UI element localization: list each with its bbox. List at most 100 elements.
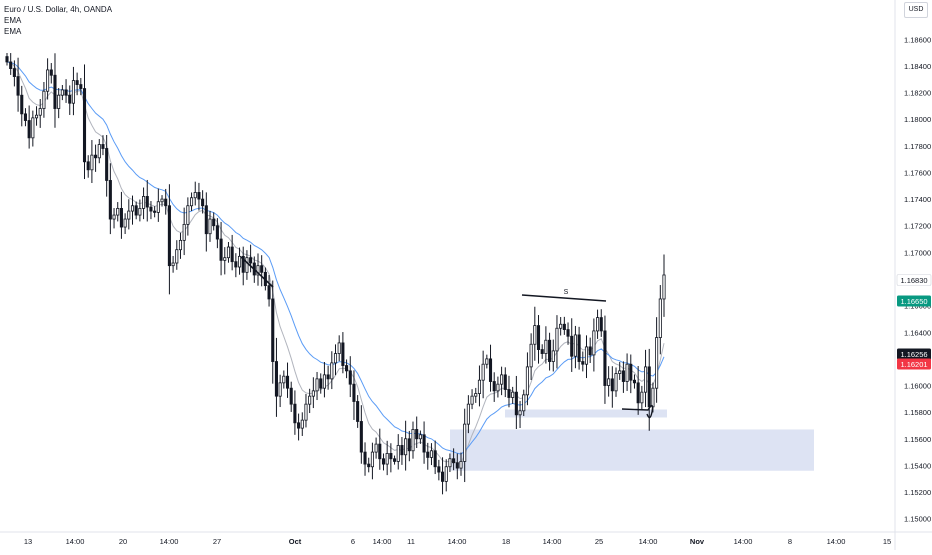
candle-body — [94, 154, 98, 159]
candle-body — [625, 363, 629, 382]
x-tick-label: 14:00 — [543, 537, 562, 546]
x-tick-label: 13 — [24, 537, 32, 546]
candle-body — [378, 443, 382, 460]
price-tag-green — [897, 295, 931, 307]
candle-body — [577, 334, 581, 362]
candle-body — [592, 330, 596, 356]
candle-body — [156, 201, 160, 213]
x-tick-label: 18 — [502, 537, 510, 546]
candle-body — [422, 434, 426, 453]
candle-body — [101, 144, 105, 149]
candle-body — [570, 335, 574, 357]
candle-body — [153, 210, 157, 213]
candle-body — [16, 76, 20, 96]
y-tick-label: 1.17600 — [904, 168, 931, 177]
candle-body — [536, 325, 541, 350]
x-tick-label: 14:00 — [373, 537, 392, 546]
candle-body — [46, 69, 50, 92]
candle-body — [237, 255, 242, 268]
currency-selector[interactable]: USD — [904, 2, 928, 18]
candle-body — [507, 389, 511, 398]
x-tick-label: 27 — [213, 537, 221, 546]
candle-body — [581, 361, 585, 365]
x-tick-label: 14:00 — [827, 537, 846, 546]
price-tag-label: 1.16650 — [900, 297, 927, 306]
candle-body — [201, 198, 205, 207]
candle-body — [588, 346, 592, 356]
candle-body — [348, 370, 352, 385]
x-tick-label: 14:00 — [160, 537, 179, 546]
candle-body — [300, 419, 304, 429]
candle-body — [330, 362, 334, 380]
candle-body — [223, 257, 227, 261]
candle-body — [658, 298, 662, 338]
y-tick-label: 1.18600 — [904, 35, 931, 44]
candle-body — [429, 450, 434, 458]
candle-body — [178, 239, 183, 251]
candle-body — [116, 208, 120, 216]
trendline-drawing — [240, 256, 274, 288]
candle-body — [171, 262, 175, 267]
support-zone-large — [450, 429, 814, 471]
candle-body — [481, 363, 485, 381]
candle-body — [145, 196, 149, 208]
candle-body — [71, 80, 75, 104]
candle-body — [485, 358, 489, 365]
candle-body — [607, 378, 611, 386]
candle-body — [249, 257, 253, 264]
candle-body — [662, 274, 666, 300]
candle-body — [647, 366, 651, 408]
candle-body — [134, 205, 138, 216]
candle-body — [573, 334, 577, 357]
ema-fast-line — [6, 61, 665, 464]
line-label: S — [564, 289, 569, 296]
x-tick-label: Oct — [289, 537, 302, 546]
candle-body — [496, 383, 500, 392]
candle-body — [655, 337, 659, 389]
candle-body — [282, 375, 286, 384]
candle-body — [518, 410, 522, 416]
ema-label-1[interactable]: EMA — [4, 16, 22, 25]
candle-body — [219, 238, 223, 261]
candle-body — [293, 403, 297, 424]
candle-body — [525, 366, 529, 396]
candle-body — [212, 218, 216, 227]
x-tick-label: 15 — [883, 537, 891, 546]
candle-body — [636, 382, 640, 404]
y-tick-label: 1.15800 — [904, 408, 931, 417]
price-tag-top — [896, 274, 932, 286]
candle-body — [274, 361, 278, 397]
candle-body — [297, 422, 301, 429]
chart-legend: Euro / U.S. Dollar, 4h, OANDA EMA EMA — [4, 4, 112, 37]
candle-body — [108, 180, 112, 220]
candle-body — [407, 438, 411, 452]
symbol-title[interactable]: Euro / U.S. Dollar, 4h, OANDA — [4, 5, 113, 14]
candle-body — [437, 466, 441, 473]
y-tick-label: 1.17800 — [904, 142, 931, 151]
candle-body — [267, 285, 271, 300]
candle-body — [82, 88, 87, 163]
candle-body — [175, 249, 179, 264]
candle-body — [308, 395, 312, 405]
candle-body — [426, 451, 430, 458]
candle-body — [123, 218, 127, 228]
candle-body — [167, 205, 171, 267]
candle-body — [289, 387, 293, 405]
candle-body — [226, 246, 231, 259]
candle-body — [186, 205, 190, 225]
candle-body — [112, 214, 116, 220]
candle-body — [393, 458, 397, 462]
ema-label-2[interactable]: EMA — [4, 27, 22, 36]
candle-body — [193, 192, 197, 199]
candle-body — [529, 343, 533, 368]
y-tick-label: 1.17200 — [904, 222, 931, 231]
y-tick-label: 1.17000 — [904, 248, 931, 257]
candle-body — [197, 192, 201, 200]
candle-body — [452, 458, 456, 464]
candle-body — [64, 89, 68, 96]
candle-body — [359, 421, 363, 453]
price-tag-red — [897, 358, 931, 370]
candle-body — [632, 379, 637, 384]
